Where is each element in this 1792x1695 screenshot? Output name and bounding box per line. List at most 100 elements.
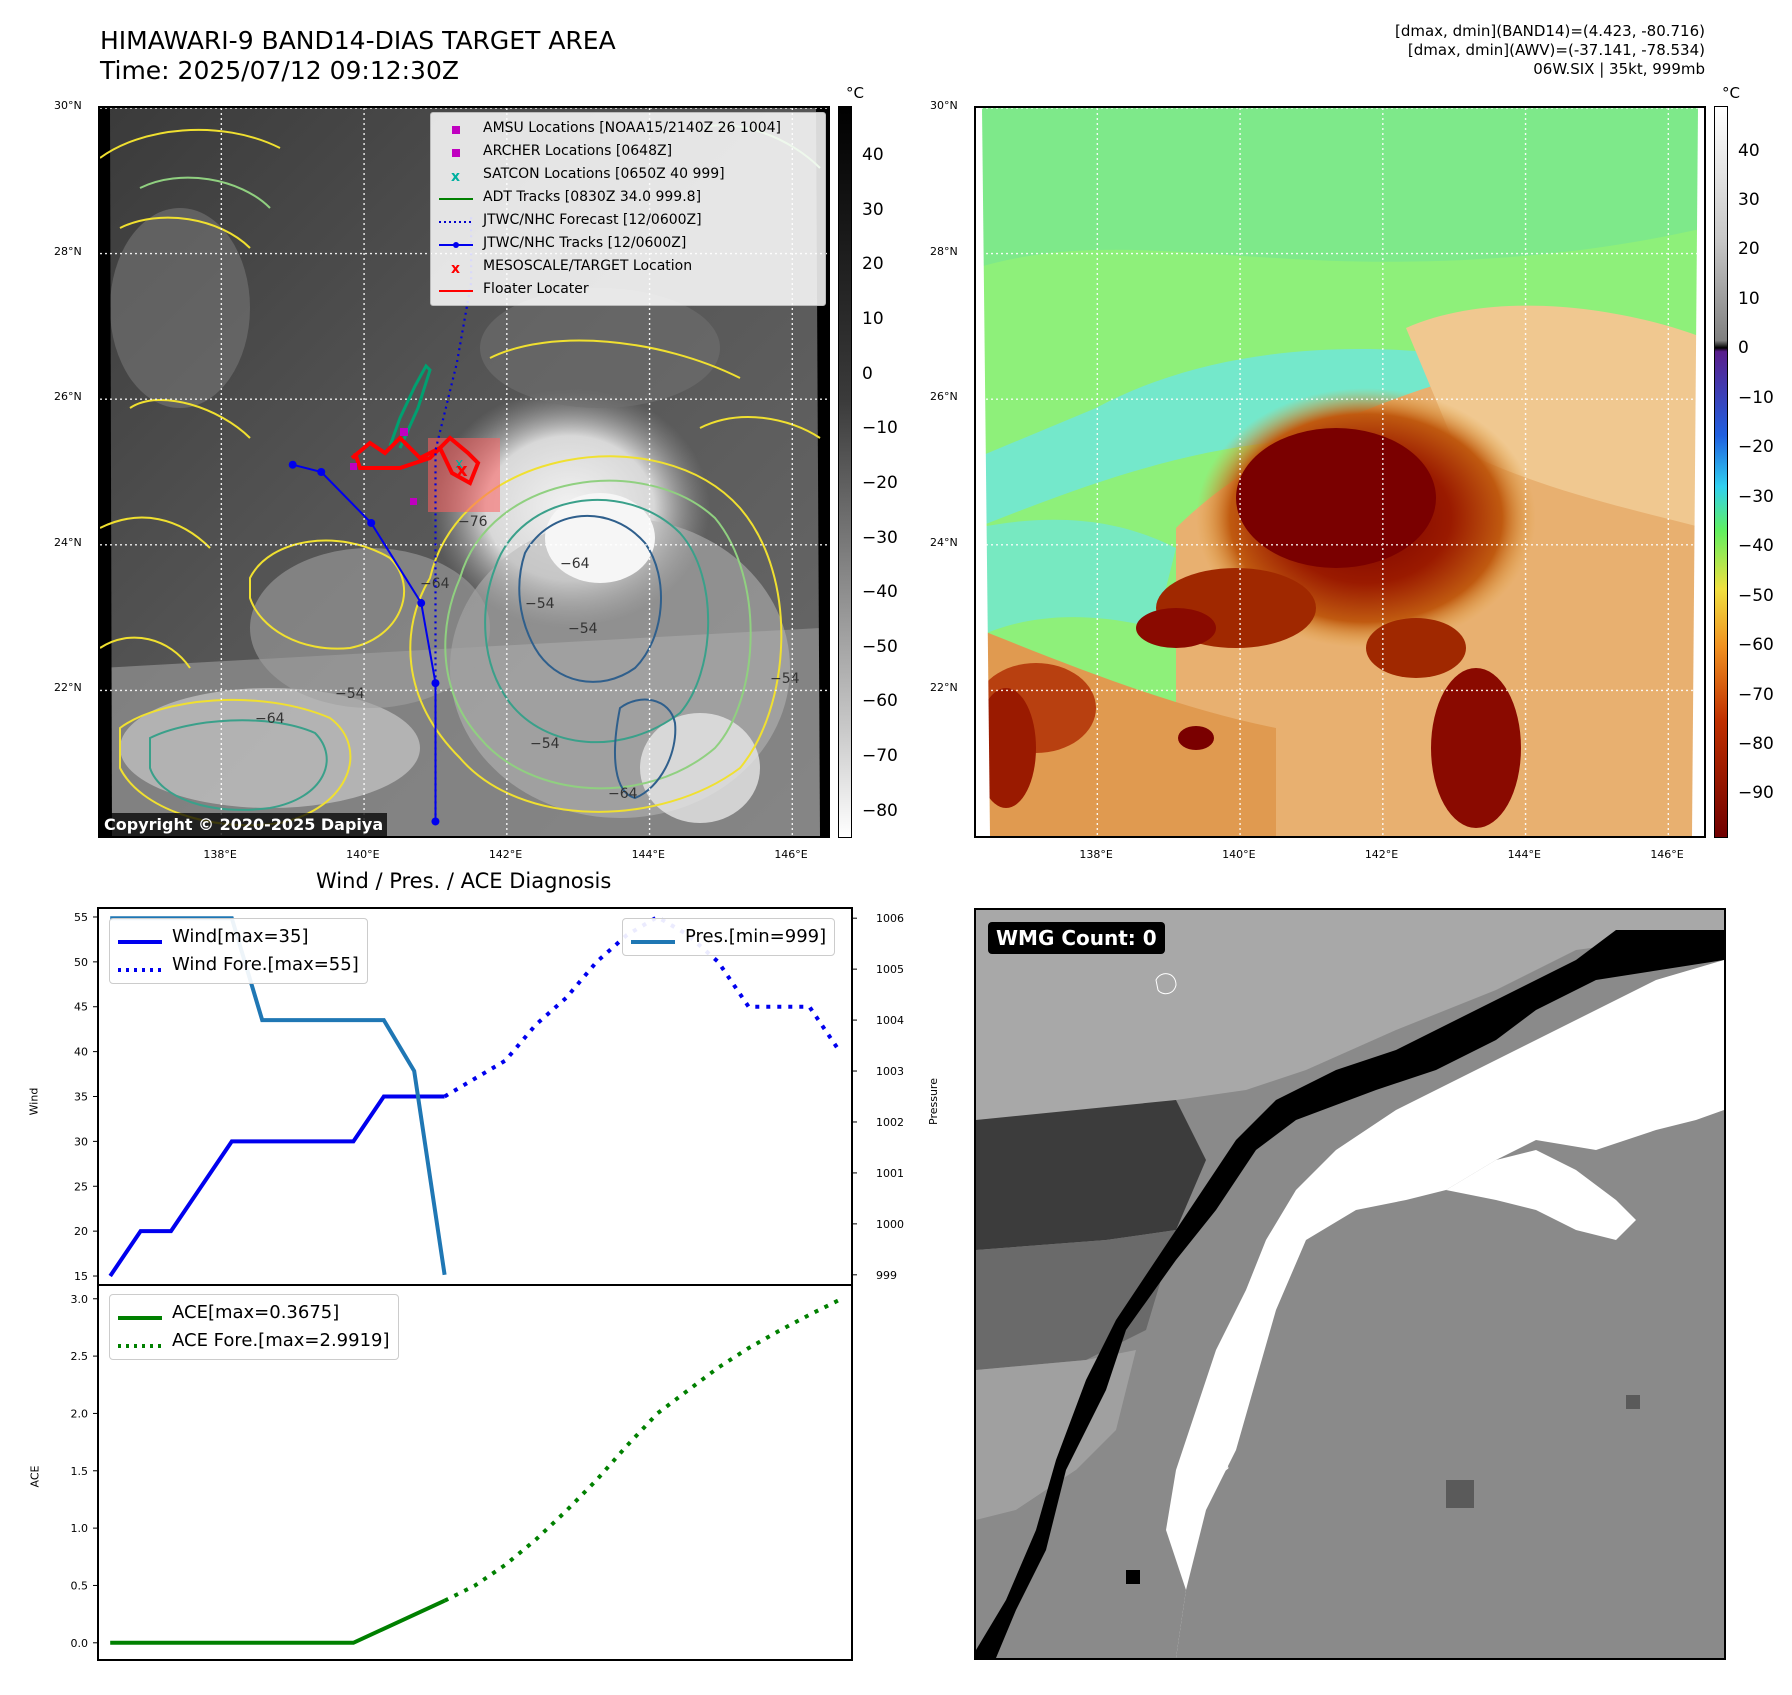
legend-label: ARCHER Locations [0648Z] [483,143,673,159]
legend-label: SATCON Locations [0650Z 40 999] [483,166,725,182]
colorbar-tick-label: 0 [1738,338,1749,359]
colorbar-tick-label: 20 [862,254,884,275]
pressure-tick-label: 1001 [876,1167,904,1180]
colorbar-tick-label: 0 [862,363,873,384]
amsu-marker [400,428,408,436]
lat-tick-label: 30°N [930,99,958,112]
pressure-tick-label: 999 [876,1269,897,1282]
satcon-marker: x [455,456,463,472]
legend-symbol [439,283,473,297]
ace-plot-frame [97,1284,853,1661]
legend-label: MESOSCALE/TARGET Location [483,258,693,274]
contour-label: −54 [568,621,598,637]
lon-tick-label: 142°E [1364,848,1399,861]
lon-tick-label: 142°E [488,848,523,861]
chart-title: HIMAWARI-9 BAND14-DIAS TARGET AREA [100,26,616,55]
legend-symbol: x [439,260,473,277]
wind-tick-label: 40 [74,1046,88,1059]
legend-entry: ARCHER Locations [0648Z] [439,140,817,163]
copyright-label: Copyright © 2020-2025 Dapiya [100,813,388,836]
pressure-tick-label: 1000 [876,1218,904,1231]
legend-symbol [439,237,473,251]
lat-tick-label: 22°N [930,681,958,695]
legend-symbol [118,1334,162,1348]
contour-label: −64 [608,786,638,802]
ir-colorbar-unit: °C [846,84,864,102]
diagnosis-title: Wind / Pres. / ACE Diagnosis [316,869,612,893]
awv-map-panel [974,106,1706,838]
ace-tick-label: 2.0 [71,1407,89,1420]
colorbar-tick-label: −30 [1738,486,1774,507]
pressure-tick-label: 1004 [876,1014,904,1027]
lon-tick-label: 140°E [1222,848,1256,861]
lat-tick-label: 26°N [930,390,958,404]
colorbar-tick-label: −50 [862,636,898,657]
contour-label: −64 [560,556,590,572]
legend-entry: ACE Fore.[max=2.9919] [118,1327,390,1355]
colorbar-tick-label: −60 [1738,635,1774,656]
colorbar-tick-label: 10 [1738,288,1760,309]
ir-colorbar [838,106,852,838]
pressure-tick-label: 1006 [876,912,904,925]
colorbar-tick-label: 30 [1738,189,1760,210]
wind-tick-label: 55 [74,911,88,924]
colorbar-tick-label: −10 [862,418,898,439]
info-awv: [dmax, dmin](AWV)=(-37.141, -78.534) [1407,41,1705,59]
wind-tick-label: 15 [74,1270,88,1283]
wind-tick-label: 25 [74,1180,88,1193]
lat-tick-label: 24°N [930,535,958,549]
lon-tick-label: 138°E [1079,848,1113,861]
colorbar-tick-label: −70 [862,746,898,767]
contour-label: −54 [335,686,365,702]
info-storm: 06W.SIX | 35kt, 999mb [1533,60,1705,78]
ace-legend: ACE[max=0.3675] ACE Fore.[max=2.9919] [109,1294,399,1360]
lon-tick-label: 140°E [346,848,380,861]
legend-entry: Floater Locater [439,278,817,301]
jtwc-track-point [288,460,297,469]
jtwc-track-point [431,679,440,688]
lon-tick-label: 146°E [1650,848,1684,861]
pressure-axis-label: Pressure [926,1078,940,1125]
pressure-tick-label: 1005 [876,963,904,976]
adt-track [388,363,432,449]
info-block: [dmax, dmin](BAND14)=(4.423, -80.716) [d… [1395,22,1705,79]
legend-entry: Pres.[min=999] [631,923,826,951]
jtwc-track [292,463,437,822]
info-band14: [dmax, dmin](BAND14)=(4.423, -80.716) [1394,22,1705,40]
legend-label: ADT Tracks [0830Z 34.0 999.8] [483,189,702,205]
lon-tick-label: 144°E [1507,848,1542,861]
legend-symbol [118,958,162,972]
legend-symbol [439,145,473,159]
target-marker: x [456,460,468,481]
colorbar-tick-label: 40 [1738,140,1760,161]
legend-symbol [631,930,675,944]
legend-symbol: x [439,168,473,185]
awv-colorbar-unit: °C [1722,84,1740,102]
colorbar-tick-label: −60 [862,691,898,712]
legend-label: JTWC/NHC Forecast [12/0600Z] [483,212,702,228]
colorbar-tick-label: −20 [862,472,898,493]
wind-axis-label: Wind [27,1087,41,1116]
legend-symbol [439,191,473,205]
lat-tick-label: 22°N [54,681,82,695]
wind-tick-label: 35 [74,1091,88,1104]
colorbar-tick-label: −70 [1738,684,1774,705]
pressure-tick-label: 1003 [876,1065,904,1078]
wind-legend: Wind[max=35] Wind Fore.[max=55] [109,918,368,984]
ace-tick-label: 1.0 [71,1522,89,1535]
jtwc-track-point [431,817,440,826]
legend-symbol [439,214,473,228]
legend-symbol [439,122,473,136]
legend-symbol [118,930,162,944]
legend-entry: x MESOSCALE/TARGET Location [439,255,817,278]
legend-label: ACE Fore.[max=2.9919] [172,1330,390,1351]
jtwc-track-point [417,599,426,608]
jtwc-track-point [367,518,376,527]
wind-tick-label: 30 [74,1135,88,1148]
series-wind [108,1094,445,1278]
legend-label: AMSU Locations [NOAA15/2140Z 26 1004] [483,120,782,136]
colorbar-tick-label: −50 [1738,585,1774,606]
series-ace-fore [443,1297,841,1603]
colorbar-tick-label: −80 [1738,734,1774,755]
wmg-panel [974,908,1726,1660]
